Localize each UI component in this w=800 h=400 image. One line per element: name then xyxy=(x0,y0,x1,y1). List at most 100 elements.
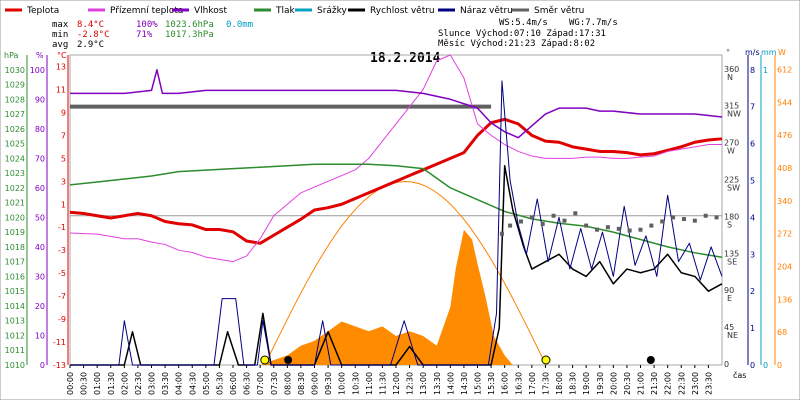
humidity-axis-tick-label: 50 xyxy=(35,213,45,222)
x-tick-label: 04:00 xyxy=(175,372,184,395)
stats-moon-times: Měsíc Východ:21:23 Západ:8:02 xyxy=(438,39,595,49)
solar-axis-tick-label: 408 xyxy=(777,164,792,173)
direction-tick-sublabel: W xyxy=(727,147,735,156)
axis-units: hPa % °C ° m/s mm W čas xyxy=(4,48,786,380)
pressure-axis-tick-label: 1029 xyxy=(5,81,25,90)
pressure-axis-tick-label: 1019 xyxy=(5,228,25,237)
wind-axis-tick-label: 7 xyxy=(750,103,755,112)
humidity-axis-tick-label: 20 xyxy=(35,302,45,311)
x-tick-label: 23:30 xyxy=(704,372,713,395)
stats-sun-times: Slunce Východ:07:10 Západ:17:31 xyxy=(438,29,606,39)
series-line-2 xyxy=(70,69,723,139)
wind-direction-point xyxy=(681,217,686,222)
x-tick-label: 20:00 xyxy=(609,372,618,395)
wind-axis-tick-label: 5 xyxy=(750,176,755,185)
x-tick-label: 15:30 xyxy=(487,372,496,395)
humidity-axis-tick-label: 10 xyxy=(35,331,45,340)
legend-label: Tlak xyxy=(275,6,296,16)
wind-direction-point xyxy=(616,226,621,231)
direction-tick-sublabel: NE xyxy=(727,331,738,340)
wind-direction-point xyxy=(638,227,643,232)
wind-axis-tick-label: 2 xyxy=(750,287,755,296)
pressure-axis-tick-label: 1017 xyxy=(5,258,25,267)
stats-max-pressure: 1023.6hPa xyxy=(165,20,214,30)
stats-max-temp: 8.4°C xyxy=(77,20,104,30)
legend-label: Srážky xyxy=(317,6,348,16)
x-tick-label: 19:30 xyxy=(596,372,605,395)
pressure-axis-tick-label: 1014 xyxy=(5,302,25,311)
x-tick-label: 07:30 xyxy=(270,372,279,395)
series-line-3 xyxy=(69,163,723,258)
wind-direction-point xyxy=(671,215,676,220)
stats-min-temp: -2.8°C xyxy=(77,30,110,40)
direction-tick-sublabel: S xyxy=(727,220,732,229)
x-tick-label: 03:30 xyxy=(161,372,170,395)
x-tick-label: 15:00 xyxy=(474,372,483,395)
series-line-1 xyxy=(69,54,722,263)
legend-label: Směr větru xyxy=(534,6,584,16)
solar-axis-tick-label: 476 xyxy=(777,131,792,140)
solar-axis-tick-label: 340 xyxy=(777,197,792,206)
solar-axis-tick-label: 136 xyxy=(777,295,792,304)
direction-tick-sublabel: SE xyxy=(727,257,737,266)
rain-axis-tick-label: 0 xyxy=(763,361,768,370)
solar-axis-tick-label: 204 xyxy=(777,262,792,271)
x-tick-label: 03:00 xyxy=(148,372,157,395)
wind-direction-point xyxy=(584,223,589,228)
pressure-axis-tick-label: 1030 xyxy=(5,66,25,75)
solar-axis-tick-label: 612 xyxy=(777,65,792,74)
wind-axis-unit: m/s xyxy=(745,48,760,57)
x-tick-label: 12:00 xyxy=(392,372,401,395)
humidity-axis-unit: % xyxy=(36,51,44,60)
temperature-axis-tick-label: -9 xyxy=(58,315,66,324)
temperature-axis-tick-label: -5 xyxy=(58,269,66,278)
legend-item-pressure: Tlak xyxy=(254,6,296,16)
stats-wind-gust: WG:7.7m/s xyxy=(569,18,618,28)
pressure-axis-tick-label: 1027 xyxy=(5,110,25,119)
rain-axis-tick-label: 1 xyxy=(763,66,768,75)
x-tick-label: 18:30 xyxy=(569,372,578,395)
pressure-axis-tick-label: 1013 xyxy=(5,317,25,326)
time-axis-unit: čas xyxy=(733,370,746,380)
pressure-axis-tick-label: 1022 xyxy=(5,184,25,193)
stats-max-humidity: 100% xyxy=(136,20,158,30)
pressure-axis-unit: hPa xyxy=(4,51,19,60)
direction-tick-label: 270 xyxy=(724,139,739,148)
legend-item-wind-speed: Rychlost větru xyxy=(348,6,435,16)
direction-tick-sublabel: N xyxy=(727,73,733,82)
x-tick-label: 06:30 xyxy=(243,372,252,395)
temperature-axis-tick-label: 5 xyxy=(61,154,66,163)
x-tick-label: 17:30 xyxy=(541,372,550,395)
temperature-axis-tick-label: -3 xyxy=(58,246,66,255)
wind-direction-point xyxy=(595,227,600,232)
wind-direction-point xyxy=(529,215,534,220)
stats-max-label: max xyxy=(52,20,69,30)
x-tick-label: 16:30 xyxy=(514,372,523,395)
x-tick-label: 23:00 xyxy=(691,372,700,395)
direction-axis-unit: ° xyxy=(726,48,730,57)
x-tick-label: 04:30 xyxy=(188,372,197,395)
legend-item-humidity: Vlhkost xyxy=(172,6,227,16)
x-tick-label: 13:00 xyxy=(419,372,428,395)
pressure-axis-tick-label: 1018 xyxy=(5,243,25,252)
x-tick-label: 09:00 xyxy=(311,372,320,395)
wind-direction-point xyxy=(540,221,545,226)
x-tick-label: 11:00 xyxy=(365,372,374,395)
x-tick-label: 02:00 xyxy=(120,372,129,395)
x-tick-label: 20:30 xyxy=(623,372,632,395)
x-tick-label: 10:30 xyxy=(351,372,360,395)
direction-tick-label: 315 xyxy=(724,102,739,111)
x-tick-label: 00:00 xyxy=(66,372,75,395)
temperature-axis-tick-label: 7 xyxy=(61,131,66,140)
moonrise-marker xyxy=(646,356,655,364)
humidity-axis-tick-label: 0 xyxy=(40,361,45,370)
x-tick-label: 05:30 xyxy=(215,372,224,395)
direction-tick-label: 45 xyxy=(724,323,734,332)
direction-tick-label: 180 xyxy=(724,212,739,221)
legend-item-ground-temperature: Přízemní teplota xyxy=(88,6,183,16)
pressure-axis-tick-label: 1021 xyxy=(5,199,25,208)
solar-axis-unit: W xyxy=(778,48,786,57)
direction-tick-sublabel: NW xyxy=(727,110,741,119)
stats-min-pressure: 1017.3hPa xyxy=(165,30,214,40)
series-line-5 xyxy=(70,80,723,366)
